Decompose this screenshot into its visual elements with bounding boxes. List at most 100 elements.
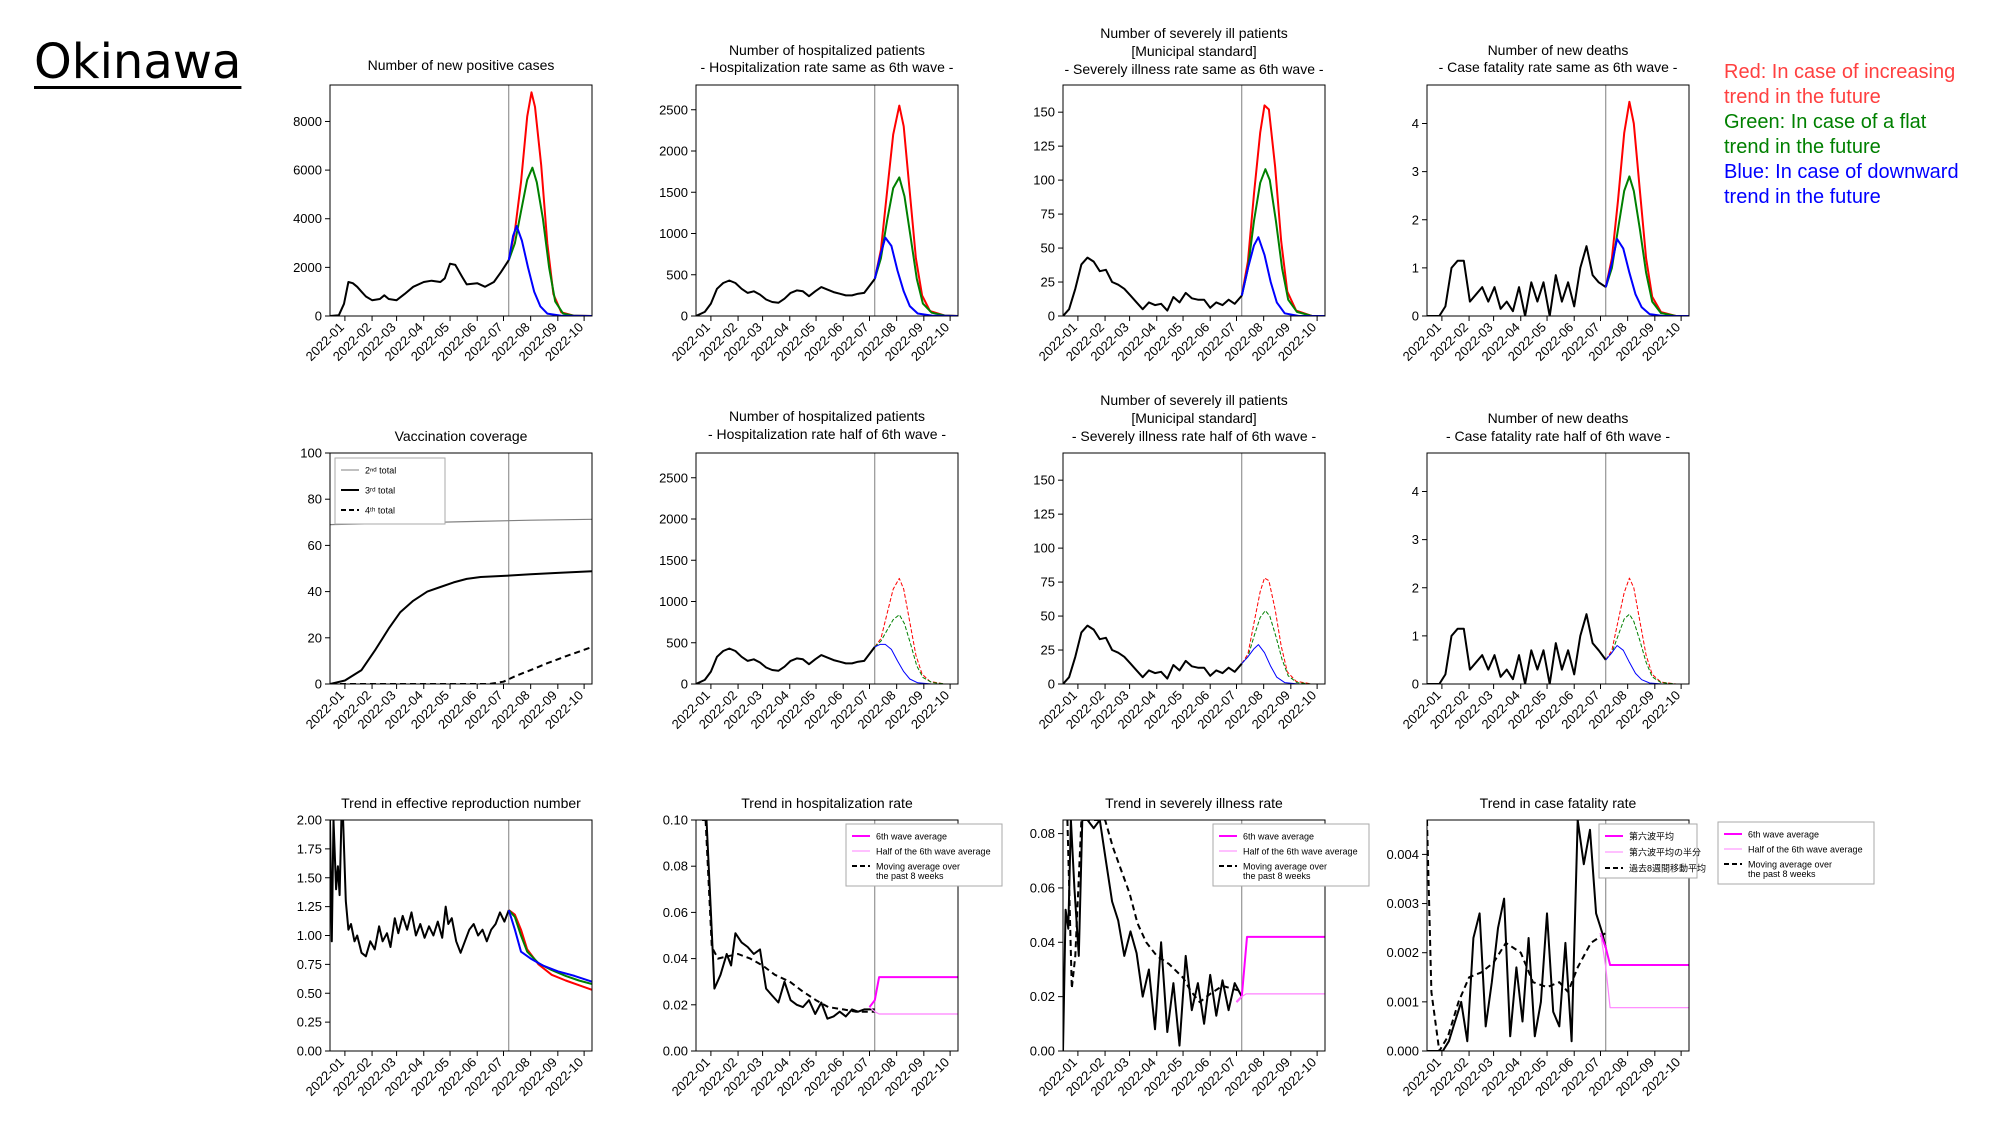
y-tick-label: 4000 xyxy=(293,211,322,226)
y-tick-label: 1.50 xyxy=(297,870,322,885)
series-line xyxy=(1427,820,1607,1051)
y-tick-label: 2000 xyxy=(293,260,322,275)
plot-frame xyxy=(329,819,593,1052)
chart-c2: Number of hospitalized patients- Hospita… xyxy=(659,42,959,364)
y-tick-label: 0.08 xyxy=(663,859,688,874)
y-tick-label: 2.00 xyxy=(297,813,322,828)
legend-label: Moving average over xyxy=(1243,862,1327,872)
chart-title: [Municipal standard] xyxy=(1131,410,1256,426)
y-tick-label: 2 xyxy=(1412,212,1419,227)
chart-title: Trend in case fatality rate xyxy=(1480,795,1637,811)
y-tick-label: 0 xyxy=(681,309,688,324)
series-line xyxy=(1604,100,1689,316)
y-tick-label: 1 xyxy=(1412,260,1419,275)
series-group xyxy=(1063,577,1325,684)
y-tick-label: 0.003 xyxy=(1386,896,1419,911)
series-line xyxy=(873,236,958,316)
y-tick-label: 0.000 xyxy=(1386,1044,1419,1059)
series-group xyxy=(1063,820,1325,1051)
series-line xyxy=(1427,820,1607,1051)
series-line xyxy=(1063,820,1243,1051)
y-tick-label: 25 xyxy=(1041,643,1055,658)
series-line xyxy=(873,104,958,316)
y-tick-label: 0.04 xyxy=(1030,935,1055,950)
y-tick-label: 0 xyxy=(1048,677,1055,692)
chart-c12: Trend in case fatality rate 0.000 0.001 0.0… xyxy=(1386,795,1706,1099)
legend-box xyxy=(1212,823,1370,887)
legend-label: 6th wave average xyxy=(1748,830,1819,840)
legend-label: the past 8 weeks xyxy=(1748,869,1816,879)
y-tick-label: 0.00 xyxy=(1030,1044,1055,1059)
y-tick-label: 0.08 xyxy=(1030,826,1055,841)
legend-label: Half of the 6th wave average xyxy=(876,847,991,857)
chart-c11: Trend in severely illness rate 0.00 0.02 0.… xyxy=(1030,795,1370,1099)
y-tick-label: 0.25 xyxy=(297,1015,322,1030)
y-tick-label: 0.001 xyxy=(1386,994,1419,1009)
series-line xyxy=(507,166,592,316)
y-tick-label: 0.50 xyxy=(297,986,322,1001)
series-group xyxy=(1427,820,1689,1051)
legend-label: Moving average over xyxy=(1748,860,1832,870)
series-line xyxy=(1427,245,1607,316)
series-line xyxy=(874,614,958,684)
y-tick-label: 6000 xyxy=(293,163,322,178)
series-line xyxy=(1604,238,1689,316)
legend-label: Half of the 6th wave average xyxy=(1243,847,1358,857)
plot-frame xyxy=(329,452,593,685)
series-line xyxy=(702,820,875,1020)
plot-frame xyxy=(1426,84,1690,317)
chart-c5: Vaccination coverage0204060801002022-012… xyxy=(300,428,593,732)
legend-label: 6th wave average xyxy=(1243,832,1314,842)
scenario-legend-line: trend in the future xyxy=(1724,86,1881,108)
chart-title: - Severely illness rate same as 6th wave… xyxy=(1064,61,1323,77)
series-line xyxy=(1241,644,1325,684)
legend-label: 過去8週間移動平均 xyxy=(1629,863,1706,874)
series-line xyxy=(330,570,592,684)
chart-c3: Number of severely ill patients [Municipa… xyxy=(1033,25,1326,364)
plot-frame xyxy=(695,452,959,685)
chart-title: [Municipal standard] xyxy=(1131,43,1256,59)
legend-label: 4ᵗʰ total xyxy=(365,506,395,516)
series-line xyxy=(1066,820,1243,1004)
series-line xyxy=(1063,624,1243,684)
series-line xyxy=(873,176,958,316)
series-line xyxy=(874,643,958,684)
y-tick-label: 100 xyxy=(1033,173,1055,188)
y-tick-label: 2000 xyxy=(659,512,688,527)
y-tick-label: 125 xyxy=(1033,139,1055,154)
y-tick-label: 0 xyxy=(315,309,322,324)
y-tick-label: 40 xyxy=(308,584,322,599)
y-tick-label: 500 xyxy=(666,635,688,650)
scenario-legend-line: Blue: In case of downward xyxy=(1724,161,1959,183)
y-tick-label: 150 xyxy=(1033,473,1055,488)
series-line xyxy=(696,278,876,316)
legend-label: 3ʳᵈ total xyxy=(365,486,395,496)
y-tick-label: 0.00 xyxy=(297,1044,322,1059)
chart-c10: Trend in hospitalization rate 0.00 0.02 0.0… xyxy=(663,795,1003,1099)
chart-c4: Number of new deaths- Case fatality rate… xyxy=(1400,42,1690,364)
y-tick-label: 125 xyxy=(1033,507,1055,522)
series-line xyxy=(1604,175,1689,316)
series-line xyxy=(507,909,592,983)
series-line xyxy=(1240,236,1325,316)
series-line xyxy=(1605,577,1689,684)
legend-label: the past 8 weeks xyxy=(876,871,944,881)
series-line xyxy=(330,646,592,684)
chart-title: Number of severely ill patients xyxy=(1100,25,1288,41)
legend-label: the past 8 weeks xyxy=(1243,871,1311,881)
y-tick-label: 3 xyxy=(1412,532,1419,547)
chart-c7: Number of severely ill patients [Municipa… xyxy=(1033,392,1326,732)
y-tick-label: 3 xyxy=(1412,164,1419,179)
legend-box xyxy=(1717,821,1875,885)
chart-title: - Case fatality rate same as 6th wave - xyxy=(1439,59,1678,75)
y-tick-label: 0 xyxy=(1412,309,1419,324)
plot-frame xyxy=(1426,819,1690,1052)
extra-legend: 6th wave average Half of the 6th wave ave… xyxy=(1717,821,1875,885)
y-tick-label: 8000 xyxy=(293,114,322,129)
plot-frame xyxy=(695,819,959,1052)
y-tick-label: 2 xyxy=(1412,580,1419,595)
y-tick-label: 4 xyxy=(1412,484,1419,499)
series-line xyxy=(1235,935,1325,1003)
series-line xyxy=(330,259,510,316)
